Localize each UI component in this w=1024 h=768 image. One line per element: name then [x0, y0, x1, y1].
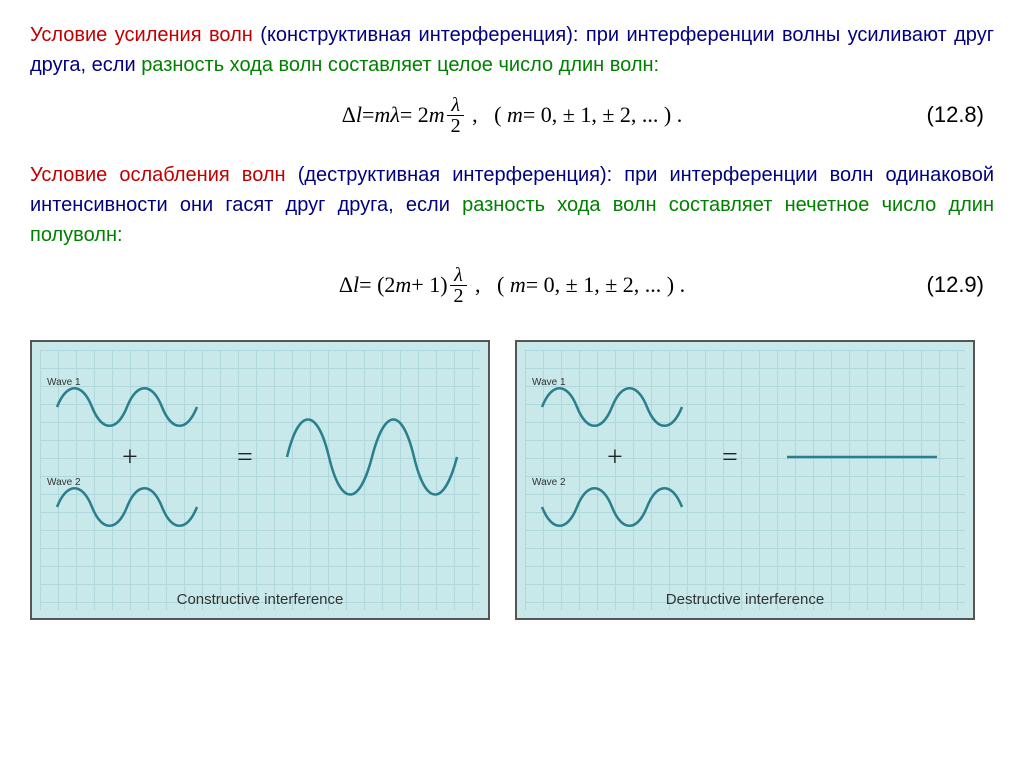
- plus-icon: +: [122, 442, 138, 474]
- wave2-inverted-curve: [542, 507, 682, 567]
- equation-12-9: Δl = (2m + 1) λ 2 , ( m = 0, ± 1, ± 2, .…: [30, 260, 994, 310]
- destructive-title: Условие ослабления волн: [30, 164, 286, 186]
- result-big-wave: [287, 457, 467, 577]
- fraction: λ 2: [447, 95, 465, 136]
- plus-icon: +: [607, 442, 623, 474]
- delta-symbol: Δ: [339, 272, 353, 298]
- wave2-label: Wave 2: [47, 477, 81, 488]
- constructive-title: Условие усиления волн: [30, 24, 253, 46]
- destructive-paragraph: Условие ослабления волн (деструктивная и…: [30, 160, 994, 250]
- constructive-caption: Constructive interference: [32, 591, 488, 608]
- constructive-diagram: Wave 1 Wave 2 + = Constructive interfere…: [30, 340, 490, 620]
- constructive-condition: разность хода волн составляет целое числ…: [141, 54, 659, 76]
- grid-bg: [525, 350, 965, 610]
- diagrams-row: Wave 1 Wave 2 + = Constructive interfere…: [30, 340, 994, 620]
- wave2-curve: [57, 507, 197, 567]
- equals-icon: =: [237, 442, 253, 474]
- wave1-label: Wave 1: [47, 377, 81, 388]
- destructive-caption: Destructive interference: [517, 591, 973, 608]
- delta-symbol: Δ: [342, 102, 356, 128]
- eq-number: (12.8): [927, 102, 984, 128]
- destructive-diagram: Wave 1 Wave 2 + = Destructive interferen…: [515, 340, 975, 620]
- wave2-label: Wave 2: [532, 477, 566, 488]
- equals-icon: =: [722, 442, 738, 474]
- fraction: λ 2: [450, 265, 468, 306]
- result-flat-line: [787, 457, 947, 467]
- constructive-paragraph: Условие усиления волн (конструктивная ин…: [30, 20, 994, 80]
- eq-number: (12.9): [927, 272, 984, 298]
- equation-12-8: Δl = mλ = 2m λ 2 , ( m = 0, ± 1, ± 2, ..…: [30, 90, 994, 140]
- wave1-label: Wave 1: [532, 377, 566, 388]
